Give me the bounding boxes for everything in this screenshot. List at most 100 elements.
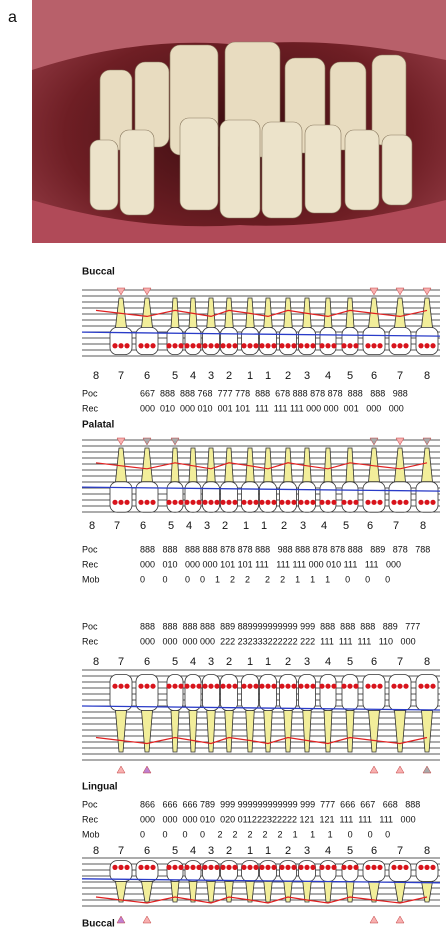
tooth-crown — [363, 861, 385, 882]
probe-dot — [403, 500, 408, 505]
tooth-root — [303, 881, 312, 902]
tooth-root — [369, 711, 380, 753]
tooth-number: 7 — [114, 520, 120, 532]
photo-tooth — [382, 135, 412, 205]
probe-dot — [325, 343, 330, 348]
tooth-number: 4 — [325, 370, 331, 382]
probe-dot — [271, 500, 276, 505]
tooth-crown — [280, 861, 297, 882]
probe-dot — [190, 865, 195, 870]
tooth-number: 8 — [420, 520, 426, 532]
tooth-number: 3 — [208, 370, 214, 382]
tooth-number: 2 — [226, 656, 232, 668]
probe-dot — [279, 865, 284, 870]
probe-dot — [118, 500, 123, 505]
tooth-root — [207, 881, 216, 902]
probe-dot — [190, 343, 195, 348]
probe-dot — [418, 343, 423, 348]
section-heading: Palatal — [82, 420, 114, 431]
tooth-crown — [203, 861, 220, 882]
furcation-marker — [143, 916, 151, 923]
tooth-root — [142, 881, 153, 902]
tooth-root — [264, 881, 273, 902]
tooth-crown — [320, 675, 336, 711]
probe-dot — [166, 684, 171, 689]
probe-dot — [271, 865, 276, 870]
probe-dot — [319, 343, 324, 348]
probe-dot — [124, 684, 129, 689]
row-values: 888 888 888 888 889 889999999999 999 888… — [140, 621, 420, 631]
tooth-root — [171, 298, 179, 327]
tooth-crown — [280, 482, 297, 512]
section-heading: Lingual — [82, 782, 118, 793]
tooth-crown — [363, 675, 385, 711]
probe-dot — [319, 865, 324, 870]
tooth-number: 8 — [93, 845, 99, 857]
tooth-number: 2 — [285, 656, 291, 668]
probe-dot — [138, 343, 143, 348]
tooth-root — [142, 711, 153, 753]
probe-dot — [144, 343, 149, 348]
tooth-number: 5 — [347, 370, 353, 382]
probe-dot — [371, 343, 376, 348]
probe-dot — [341, 865, 346, 870]
probe-dot — [298, 500, 303, 505]
probe-dot — [298, 684, 303, 689]
probe-dot — [304, 684, 309, 689]
tooth-number: 4 — [190, 370, 196, 382]
probe-dot — [353, 865, 358, 870]
probe-dot — [353, 500, 358, 505]
tooth-root — [207, 298, 216, 327]
tooth-root — [246, 711, 255, 753]
tooth-crown — [342, 327, 358, 354]
tooth-crown — [299, 482, 316, 512]
tooth-number: 7 — [393, 520, 399, 532]
photo-tooth — [305, 125, 341, 213]
probe-dot — [331, 500, 336, 505]
probe-dot — [347, 343, 352, 348]
tooth-root — [225, 298, 234, 327]
tooth-number: 5 — [172, 370, 178, 382]
probe-dot — [247, 865, 252, 870]
tooth-crown — [167, 482, 183, 512]
tooth-root — [422, 448, 433, 482]
row-label: Poc — [82, 544, 98, 554]
photo-tooth — [120, 130, 154, 215]
probe-dot — [418, 684, 423, 689]
probe-dot — [371, 865, 376, 870]
probe-dot — [377, 865, 382, 870]
probe-dot — [178, 865, 183, 870]
probe-dot — [118, 684, 123, 689]
tooth-crown — [242, 861, 259, 882]
furcation-marker — [396, 916, 404, 923]
row-label: Rec — [82, 559, 99, 569]
probe-dot — [166, 500, 171, 505]
probe-dot — [403, 865, 408, 870]
row-values: 888 888 888 888 878 878 888 988 888 878 … — [140, 544, 430, 554]
probe-dot — [310, 500, 315, 505]
probe-dot — [178, 684, 183, 689]
tooth-root — [142, 448, 153, 482]
furcation-marker — [171, 438, 179, 445]
tooth-number: 2 — [226, 845, 232, 857]
row-values: 000 010 000 000 101 101 111 111 111 000 … — [140, 559, 401, 569]
probe-dot — [184, 343, 189, 348]
probe-dot — [310, 684, 315, 689]
probe-dot — [112, 343, 117, 348]
furcation-marker — [423, 288, 431, 295]
probe-dot — [331, 684, 336, 689]
probe-dot — [430, 500, 435, 505]
probe-dot — [220, 500, 225, 505]
probe-dot — [196, 865, 201, 870]
probe-dot — [397, 500, 402, 505]
probe-dot — [424, 343, 429, 348]
furcation-marker — [370, 916, 378, 923]
tooth-root — [346, 448, 354, 482]
tooth-crown — [110, 327, 132, 354]
tooth-number: 2 — [285, 370, 291, 382]
tooth-root — [207, 711, 216, 753]
tooth-crown — [167, 675, 183, 711]
probe-dot — [298, 865, 303, 870]
tooth-root — [395, 298, 406, 327]
probe-dot — [279, 684, 284, 689]
